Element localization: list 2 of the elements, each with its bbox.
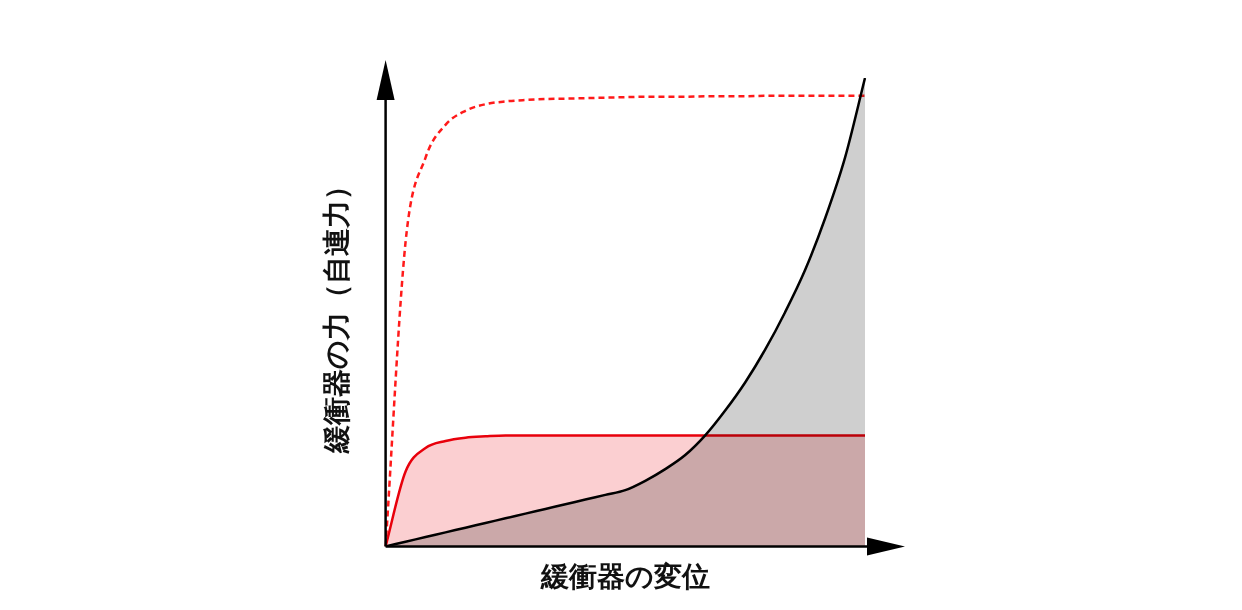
y-axis-title: 緩衝器の力（自連力）	[320, 171, 354, 454]
x-axis-title: 緩衝器の変位	[539, 560, 710, 594]
